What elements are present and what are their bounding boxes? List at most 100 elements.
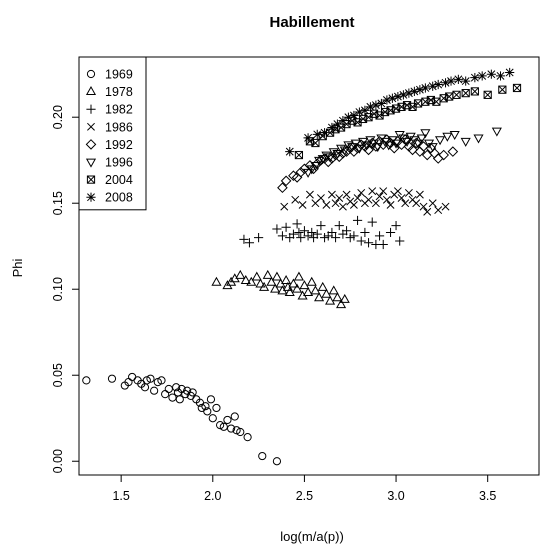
data-point bbox=[353, 216, 362, 225]
data-point bbox=[383, 196, 390, 203]
data-point bbox=[207, 396, 214, 403]
data-point bbox=[439, 150, 448, 159]
x-tick-label: 2.5 bbox=[296, 489, 313, 503]
data-point bbox=[429, 200, 436, 207]
data-point bbox=[405, 189, 412, 196]
x-tick-label: 1.5 bbox=[112, 489, 129, 503]
data-point bbox=[505, 68, 514, 77]
data-point bbox=[387, 107, 394, 114]
data-point bbox=[379, 240, 388, 249]
data-point bbox=[271, 285, 279, 292]
series-2004 bbox=[295, 84, 520, 158]
data-point bbox=[357, 236, 366, 245]
chart-title: Habillement bbox=[269, 14, 354, 31]
data-point bbox=[395, 236, 404, 245]
data-point bbox=[424, 208, 431, 215]
data-point bbox=[320, 128, 329, 137]
data-point bbox=[470, 73, 479, 82]
data-point bbox=[312, 139, 319, 146]
data-point bbox=[264, 271, 272, 278]
data-point bbox=[360, 228, 369, 237]
data-point bbox=[339, 203, 346, 210]
data-point bbox=[398, 194, 405, 201]
data-point bbox=[350, 201, 357, 208]
data-point bbox=[446, 76, 455, 85]
data-point bbox=[434, 80, 443, 89]
data-point bbox=[83, 377, 90, 384]
data-point bbox=[343, 191, 350, 198]
data-point bbox=[368, 218, 377, 227]
data-point bbox=[317, 194, 324, 201]
data-point bbox=[354, 194, 361, 201]
legend-label: 1996 bbox=[105, 156, 133, 170]
data-point bbox=[402, 200, 409, 207]
data-point bbox=[450, 132, 458, 139]
data-point bbox=[386, 228, 395, 237]
data-point bbox=[430, 149, 439, 158]
data-point bbox=[292, 196, 299, 203]
y-tick-label: 0.20 bbox=[51, 105, 65, 129]
data-point bbox=[358, 189, 365, 196]
data-point bbox=[259, 452, 266, 459]
data-point bbox=[496, 71, 505, 80]
data-point bbox=[454, 75, 463, 84]
data-point bbox=[231, 413, 238, 420]
data-point bbox=[421, 83, 430, 92]
data-point bbox=[281, 223, 290, 232]
data-point bbox=[209, 415, 216, 422]
series-1982 bbox=[239, 216, 404, 249]
data-point bbox=[453, 91, 460, 98]
data-point bbox=[313, 130, 322, 139]
legend-label: 1969 bbox=[105, 68, 133, 82]
data-point bbox=[365, 196, 372, 203]
data-point bbox=[253, 273, 261, 280]
data-point bbox=[306, 191, 313, 198]
series-1978 bbox=[212, 271, 349, 308]
x-axis-label: log(m/a(p)) bbox=[280, 529, 344, 544]
data-point bbox=[108, 375, 115, 382]
data-point bbox=[224, 416, 231, 423]
data-point bbox=[392, 105, 399, 112]
legend-marker bbox=[86, 193, 95, 202]
data-point bbox=[316, 221, 325, 230]
data-point bbox=[151, 387, 158, 394]
x-tick-label: 2.0 bbox=[204, 489, 221, 503]
data-point bbox=[448, 147, 457, 156]
data-point bbox=[304, 288, 312, 295]
data-point bbox=[391, 221, 400, 230]
data-point bbox=[330, 286, 338, 293]
data-point bbox=[376, 193, 383, 200]
data-point bbox=[319, 283, 327, 290]
data-point bbox=[299, 201, 306, 208]
legend-label: 1982 bbox=[105, 103, 133, 117]
data-point bbox=[420, 203, 427, 210]
data-point bbox=[162, 391, 169, 398]
data-point bbox=[244, 434, 251, 441]
legend-label: 2004 bbox=[105, 173, 133, 187]
x-tick-label: 3.5 bbox=[479, 489, 496, 503]
x-tick-label: 3.0 bbox=[387, 489, 404, 503]
data-point bbox=[333, 293, 341, 300]
data-point bbox=[513, 84, 520, 91]
data-point bbox=[461, 138, 469, 145]
data-point bbox=[278, 231, 287, 240]
y-tick-label: 0.05 bbox=[51, 363, 65, 387]
data-point bbox=[440, 95, 447, 102]
data-point bbox=[272, 224, 281, 233]
data-point bbox=[493, 128, 501, 135]
data-point bbox=[335, 221, 344, 230]
data-point bbox=[295, 151, 302, 158]
data-point bbox=[403, 102, 410, 109]
data-point bbox=[372, 200, 379, 207]
data-point bbox=[332, 200, 339, 207]
data-point bbox=[436, 137, 444, 144]
y-tick-label: 0.15 bbox=[51, 191, 65, 215]
data-point bbox=[273, 458, 280, 465]
data-point bbox=[422, 98, 429, 105]
data-point bbox=[474, 135, 482, 142]
y-axis-label: Phi bbox=[10, 258, 25, 277]
data-point bbox=[462, 90, 469, 97]
data-point bbox=[461, 76, 470, 85]
data-point bbox=[254, 233, 263, 242]
